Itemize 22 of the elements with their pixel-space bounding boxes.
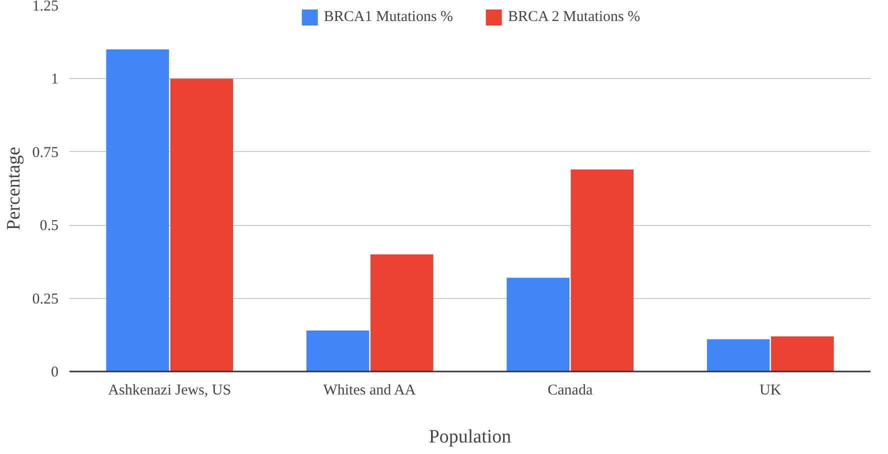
bar xyxy=(771,336,834,372)
bar xyxy=(506,278,570,372)
y-tick-label: 0.75 xyxy=(32,144,58,161)
x-tick-label: Ashkenazi Jews, US xyxy=(108,382,232,398)
y-axis-title: Percentage xyxy=(3,146,24,230)
bar xyxy=(706,339,770,372)
y-tick-label: 0.25 xyxy=(32,291,58,308)
bar xyxy=(370,254,434,372)
x-tick-label: Whites and AA xyxy=(323,382,416,398)
legend-label: BRCA1 Mutations % xyxy=(324,8,454,26)
bar xyxy=(570,169,634,372)
y-tick-label: 1.25 xyxy=(32,0,58,14)
y-tick-label: 0 xyxy=(51,364,58,380)
x-axis-title: Population xyxy=(428,426,512,448)
legend-label: BRCA 2 Mutations % xyxy=(508,8,640,26)
bar xyxy=(106,49,169,372)
y-tick-label: 1 xyxy=(51,72,58,88)
bar xyxy=(306,330,370,372)
x-tick-label: Canada xyxy=(548,382,593,398)
x-tick-label: UK xyxy=(760,382,782,398)
bar xyxy=(170,78,234,372)
y-tick-label: 0.5 xyxy=(40,218,58,234)
